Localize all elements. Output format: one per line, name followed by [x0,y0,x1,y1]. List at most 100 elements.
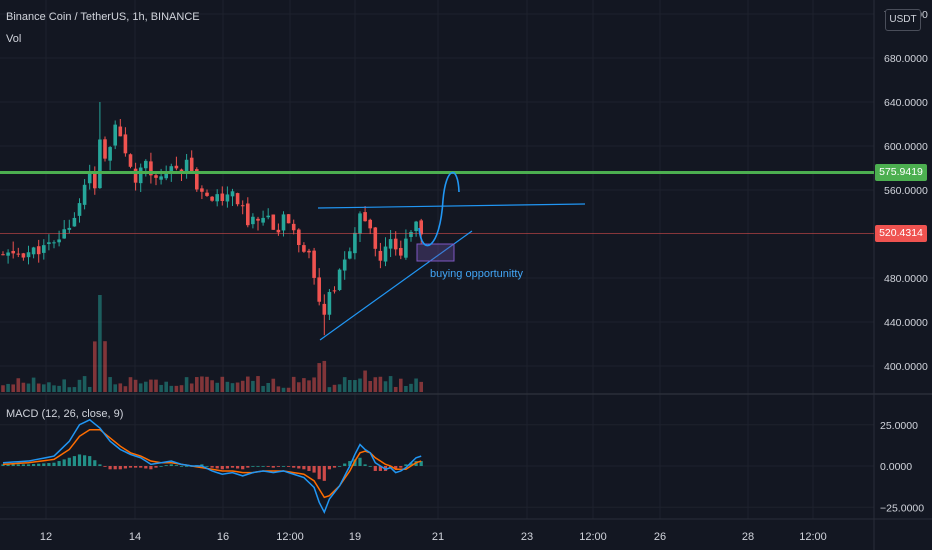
time-axis[interactable]: 12 14 16 12:00 19 21 23 12:00 26 28 12:00 [40,531,827,543]
candle[interactable] [169,166,174,173]
candle[interactable] [414,221,418,232]
candle[interactable] [235,193,240,205]
price-axis[interactable]: 720.0000680.0000640.0000600.0000560.0000… [884,9,928,373]
candle[interactable] [195,169,199,190]
candle[interactable] [256,218,260,221]
candle[interactable] [31,247,36,255]
candle[interactable] [113,124,117,146]
candle[interactable] [174,165,179,169]
candle[interactable] [123,134,128,154]
candle[interactable] [353,232,357,254]
candle[interactable] [205,192,209,196]
candle[interactable] [1,254,5,256]
candle[interactable] [159,176,163,180]
candle[interactable] [82,184,87,205]
candle[interactable] [184,159,189,174]
candle[interactable] [47,242,51,244]
candle[interactable] [72,217,77,227]
candle[interactable] [230,191,235,197]
candle[interactable] [138,167,143,184]
candle[interactable] [317,277,321,302]
candle[interactable] [52,242,56,244]
macd-histogram [1,454,423,481]
candle[interactable] [16,253,21,255]
candle[interactable] [312,250,316,278]
candle[interactable] [404,238,408,258]
candle[interactable] [11,250,15,254]
candle[interactable] [67,227,72,230]
candle[interactable] [77,203,82,216]
candle[interactable] [281,214,286,231]
candle[interactable] [322,303,327,315]
candle[interactable] [307,250,311,253]
candle[interactable] [128,154,133,167]
candle[interactable] [378,250,383,261]
candle[interactable] [200,188,204,192]
candle[interactable] [179,169,184,172]
candle[interactable] [118,126,123,137]
candle[interactable] [108,147,112,161]
candle[interactable] [93,171,97,189]
candle[interactable] [363,212,367,222]
trendline-drawings[interactable] [317,171,586,341]
candle[interactable] [297,229,301,246]
lower-trendline[interactable] [319,230,473,341]
candles[interactable] [1,102,423,336]
candle[interactable] [337,269,342,290]
candle[interactable] [419,220,423,235]
candle[interactable] [332,290,337,292]
candle[interactable] [26,252,31,258]
candle[interactable] [215,194,219,202]
buy-zone-rectangle[interactable] [416,243,455,262]
candle[interactable] [399,247,403,256]
candle[interactable] [271,214,276,230]
candle[interactable] [409,231,413,238]
candle[interactable] [276,229,281,233]
candle[interactable] [302,245,306,252]
candle[interactable] [225,194,230,202]
candle[interactable] [103,139,107,159]
candle[interactable] [373,227,378,249]
macd-histogram-bar [261,466,265,467]
signal-line [2,428,422,499]
candle[interactable] [42,245,46,253]
candle[interactable] [6,252,10,256]
candle[interactable] [240,205,245,207]
currency-label[interactable]: USDT [885,9,921,31]
candle[interactable] [348,251,352,259]
candle[interactable] [368,219,372,229]
macd-histogram-bar [281,466,286,467]
candle[interactable] [21,253,26,258]
candle[interactable] [246,203,250,226]
projection-arrow[interactable] [418,171,460,247]
candle[interactable] [393,238,398,250]
candle[interactable] [210,196,214,201]
upper-trendline[interactable] [317,203,586,209]
candle[interactable] [220,193,225,202]
candle[interactable] [36,246,41,255]
candle[interactable] [261,217,265,223]
candle[interactable] [57,239,61,243]
candle[interactable] [133,168,138,183]
candle[interactable] [342,259,347,271]
candle[interactable] [189,157,194,172]
candle[interactable] [149,161,153,176]
macd-histogram-bar [1,464,5,466]
candle[interactable] [98,139,102,189]
candle[interactable] [144,160,148,169]
time-tick-label: 21 [432,531,444,543]
candle[interactable] [327,292,332,315]
candle[interactable] [251,216,255,225]
candle[interactable] [154,175,158,178]
annotation-text[interactable]: buying opportunitty [430,268,523,280]
macd-axis[interactable]: 25.0000 0.0000 −25.0000 [880,420,924,515]
candle[interactable] [383,246,388,262]
candle[interactable] [286,214,291,224]
candle[interactable] [164,172,168,179]
candle[interactable] [266,215,270,218]
candle[interactable] [388,239,393,249]
candle[interactable] [87,172,92,184]
candle[interactable] [358,213,362,234]
candle[interactable] [291,223,296,231]
